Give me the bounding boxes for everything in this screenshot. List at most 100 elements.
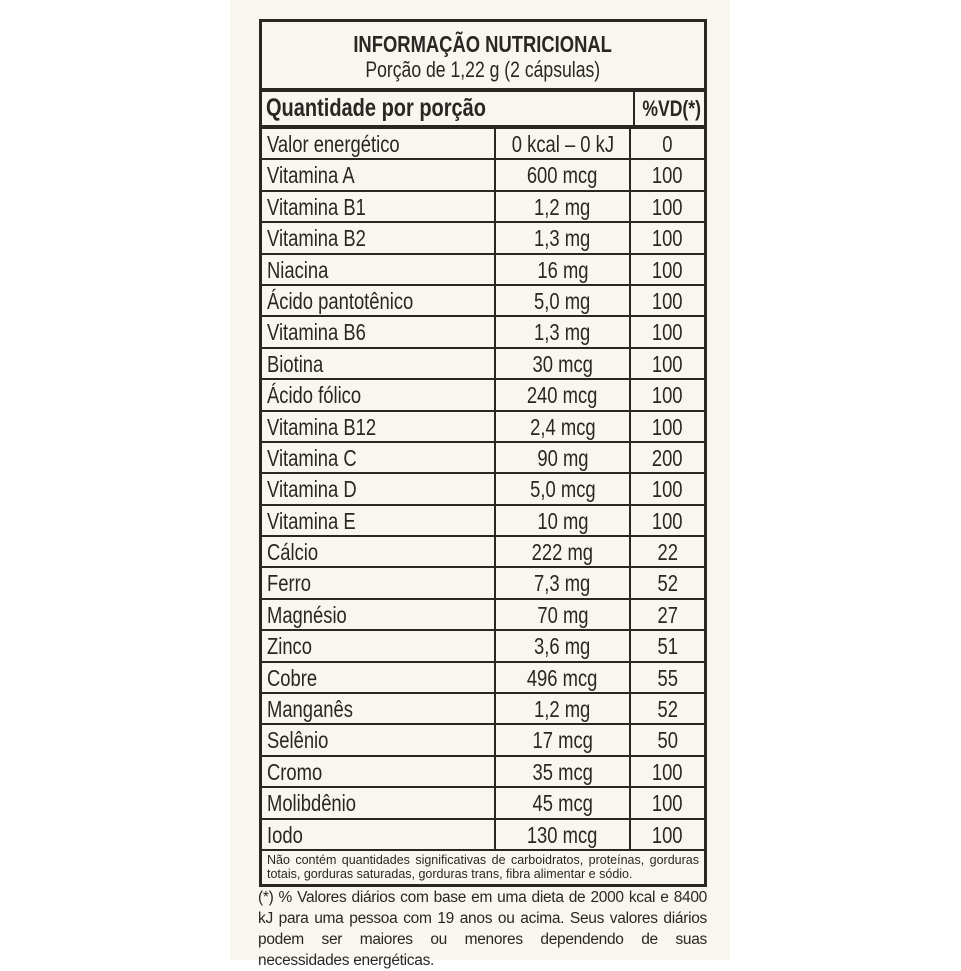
nutrient-amount-cell: 2,4 mcg (496, 411, 631, 441)
nutrient-dv-cell: 100 (631, 349, 704, 378)
nutrient-name: Vitamina E (267, 507, 356, 534)
nutrient-name-cell: Vitamina B2 (262, 223, 496, 253)
table-row: Ácido fólico 240 mcg 100 (262, 380, 704, 412)
nutrient-name: Niacina (267, 256, 329, 283)
nutrient-name: Cromo (267, 758, 323, 785)
nutrient-name: Biotina (267, 350, 324, 377)
nutrient-dv: 52 (657, 696, 678, 723)
table-row: Biotina 30 mcg 100 (262, 348, 704, 381)
nutrient-amount-cell: 496 mcg (496, 662, 631, 693)
nutrient-dv-cell: 100 (631, 192, 704, 221)
nutrient-name-cell: Ácido pantotênico (262, 285, 496, 316)
nutrient-amount-cell: 0 kcal – 0 kJ (496, 129, 631, 159)
nutrient-name-cell: Iodo (262, 819, 496, 849)
nutrient-amount-cell: 5,0 mcg (496, 474, 631, 504)
nutrient-name-cell: Valor energético (262, 129, 496, 159)
table-row: Vitamina C 90 mg 200 (262, 442, 704, 475)
nutrient-amount: 130 mcg (527, 821, 598, 848)
nutrient-dv: 51 (657, 633, 678, 660)
nutrient-amount: 7,3 mg (534, 570, 591, 597)
nutrient-amount: 45 mcg (532, 790, 593, 817)
table-row: Iodo 130 mcg 100 (262, 819, 704, 851)
nutrient-dv: 55 (657, 664, 678, 691)
nutrient-dv: 100 (652, 382, 683, 409)
nutrient-amount-cell: 240 mcg (496, 380, 631, 410)
nutrition-table: INFORMAÇÃO NUTRICIONAL Porção de 1,22 g … (259, 19, 707, 887)
nutrient-amount: 70 mg (536, 601, 589, 628)
nutrient-amount-cell: 1,3 mg (496, 317, 631, 347)
table-row: Vitamina B12 2,4 mcg 100 (262, 411, 704, 443)
nutrient-dv-cell: 100 (631, 474, 704, 503)
nutrient-dv-cell: 50 (631, 725, 704, 754)
nutrient-name: Vitamina B12 (267, 413, 377, 440)
nutrient-name-cell: Cálcio (262, 537, 496, 567)
nutrient-dv: 100 (652, 350, 683, 377)
nutrient-dv-cell: 100 (631, 506, 704, 535)
nutrient-dv-cell: 27 (631, 600, 704, 629)
nutrient-name-cell: Molibdênio (262, 788, 496, 818)
table-row: Ácido pantotênico 5,0 mg 100 (262, 285, 704, 318)
nutrient-name-cell: Vitamina E (262, 505, 496, 536)
nutrient-amount: 5,0 mg (534, 287, 591, 314)
nutrient-dv: 100 (652, 413, 683, 440)
nutrient-dv-cell: 51 (631, 631, 704, 660)
nutrient-name: Vitamina B2 (267, 225, 366, 252)
nutrient-amount: 2,4 mcg (529, 413, 596, 440)
nutrient-name: Selênio (267, 727, 329, 754)
nutrient-dv-cell: 22 (631, 537, 704, 566)
table-title: INFORMAÇÃO NUTRICIONAL (353, 31, 613, 57)
nutrient-name-cell: Manganês (262, 694, 496, 724)
nutrient-dv-cell: 100 (631, 223, 704, 252)
nutrient-dv-cell: 0 (631, 129, 704, 158)
table-row: Selênio 17 mcg 50 (262, 725, 704, 757)
nutrient-amount: 1,3 mg (534, 225, 591, 252)
nutrient-amount: 35 mcg (532, 758, 593, 785)
nutrient-dv: 100 (652, 790, 683, 817)
table-row: Cobre 496 mcg 55 (262, 662, 704, 695)
nutrient-dv: 0 (662, 131, 673, 157)
nutrient-amount-cell: 222 mg (496, 537, 631, 567)
nutrient-dv-cell: 100 (631, 412, 704, 441)
nutrient-name-cell: Zinco (262, 631, 496, 661)
nutrient-amount-cell: 7,3 mg (496, 568, 631, 598)
nutrient-amount: 0 kcal – 0 kJ (511, 131, 614, 157)
nutrient-dv-cell: 100 (631, 160, 704, 189)
nutrient-dv-cell: 100 (631, 380, 704, 409)
table-title-block: INFORMAÇÃO NUTRICIONAL Porção de 1,22 g … (262, 22, 704, 92)
nutrient-name: Vitamina A (267, 162, 355, 189)
nutrient-amount-cell: 1,2 mg (496, 694, 631, 724)
nutrient-amount-cell: 45 mcg (496, 788, 631, 818)
nutrient-name: Manganês (267, 696, 353, 723)
nutrient-amount: 496 mcg (527, 664, 598, 691)
nutrient-name: Molibdênio (267, 790, 356, 817)
nutrient-dv: 100 (652, 256, 683, 283)
nutrient-name-cell: Ácido fólico (262, 380, 496, 410)
nutrient-amount-cell: 35 mcg (496, 756, 631, 787)
nutrient-amount: 1,3 mg (534, 319, 591, 346)
nutrient-dv: 100 (652, 507, 683, 534)
nutrient-name-cell: Vitamina B1 (262, 191, 496, 222)
nutrient-amount-cell: 17 mcg (496, 725, 631, 755)
nutrient-name: Zinco (267, 633, 312, 660)
nutrient-amount: 16 mg (536, 256, 589, 283)
table-row: Vitamina D 5,0 mcg 100 (262, 474, 704, 506)
nutrient-name: Cobre (267, 664, 318, 691)
nutrient-amount-cell: 30 mcg (496, 348, 631, 379)
nutrient-dv: 100 (652, 319, 683, 346)
header-dv: %VD(*) (642, 96, 702, 121)
nutrient-name: Vitamina B1 (267, 193, 366, 220)
table-row: Valor energético 0 kcal – 0 kJ 0 (262, 129, 704, 161)
nutrient-dv: 100 (652, 476, 683, 503)
nutrient-dv: 100 (652, 193, 683, 220)
nutrient-dv: 100 (652, 821, 683, 848)
nutrient-name-cell: Magnésio (262, 599, 496, 630)
nutrient-name: Vitamina C (267, 444, 357, 471)
nutrient-name-cell: Vitamina A (262, 160, 496, 190)
nutrient-dv-cell: 200 (631, 443, 704, 472)
nutrient-dv-cell: 52 (631, 694, 704, 723)
nutrient-name: Cálcio (267, 539, 319, 566)
table-row: Vitamina B6 1,3 mg 100 (262, 317, 704, 349)
table-note: Não contém quantidades significativas de… (267, 852, 699, 881)
nutrient-dv-cell: 100 (631, 317, 704, 346)
table-row: Manganês 1,2 mg 52 (262, 694, 704, 726)
